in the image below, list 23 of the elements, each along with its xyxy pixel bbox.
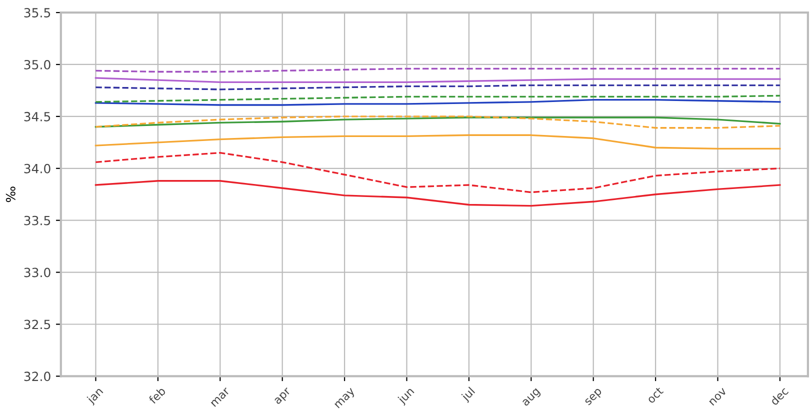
y-tick-label: 35.5	[24, 8, 50, 18]
x-tick-label: nov	[709, 388, 728, 406]
y-tick-label: 32.5	[24, 320, 50, 330]
y-tick-label: 33.5	[24, 216, 50, 226]
x-tick-label: sep	[584, 388, 604, 408]
y-axis-title: ‰	[6, 186, 16, 202]
x-tick-label: dec	[770, 386, 789, 406]
x-tick-label: feb	[148, 386, 166, 404]
line-series	[94, 180, 781, 207]
line-series	[94, 152, 781, 194]
y-tick-label: 35.0	[24, 60, 50, 70]
line-series	[94, 94, 781, 103]
y-tick-label: 32.0	[24, 372, 50, 382]
y-tick-label: 34.5	[24, 112, 50, 122]
x-tick-label: aug	[522, 388, 542, 408]
x-tick-label: jan	[86, 386, 105, 406]
line-series	[94, 134, 781, 150]
x-tick-label: jun	[396, 386, 416, 406]
x-tick-label: jul	[460, 386, 477, 404]
x-tick-label: apr	[274, 387, 293, 406]
y-tick-label: 34.0	[24, 164, 50, 174]
y-tick-label: 33.0	[24, 268, 50, 278]
x-tick-label: oct	[646, 386, 664, 404]
